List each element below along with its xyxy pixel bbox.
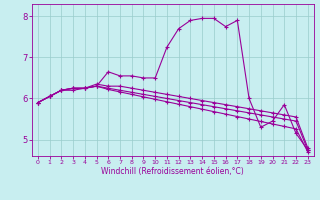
- X-axis label: Windchill (Refroidissement éolien,°C): Windchill (Refroidissement éolien,°C): [101, 167, 244, 176]
